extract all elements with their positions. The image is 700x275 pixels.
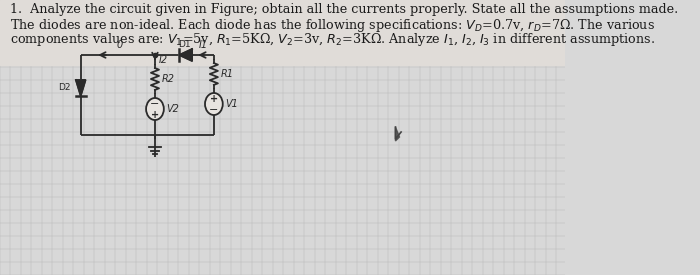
Text: components values are: $V_1$=5v, $R_1$=5KΩ, $V_2$=3v, $R_2$=3KΩ. Analyze $I_1$, : components values are: $V_1$=5v, $R_1$=5… [10,31,655,48]
Circle shape [146,98,164,120]
Text: −: − [150,98,160,109]
Bar [0,0,565,65]
Polygon shape [76,80,85,96]
Polygon shape [179,49,192,61]
Text: +: + [210,94,218,103]
Polygon shape [395,127,400,141]
Text: The diodes are non-ideal. Each diode has the following specifications: $V_D$=0.7: The diodes are non-ideal. Each diode has… [10,17,654,34]
Text: +: + [151,109,159,120]
Text: V1: V1 [225,99,238,109]
Text: 1.  Analyze the circuit given in Figure; obtain all the currents properly. State: 1. Analyze the circuit given in Figure; … [10,3,678,16]
Text: R1: R1 [220,69,233,79]
Text: D1: D1 [178,40,190,49]
Text: I1: I1 [199,40,208,50]
Circle shape [205,93,223,115]
Text: I2: I2 [159,55,168,65]
Text: 0: 0 [116,40,122,50]
Text: R2: R2 [162,74,174,84]
Text: D2: D2 [59,84,71,92]
Text: −: − [209,104,218,114]
Text: V2: V2 [167,104,179,114]
